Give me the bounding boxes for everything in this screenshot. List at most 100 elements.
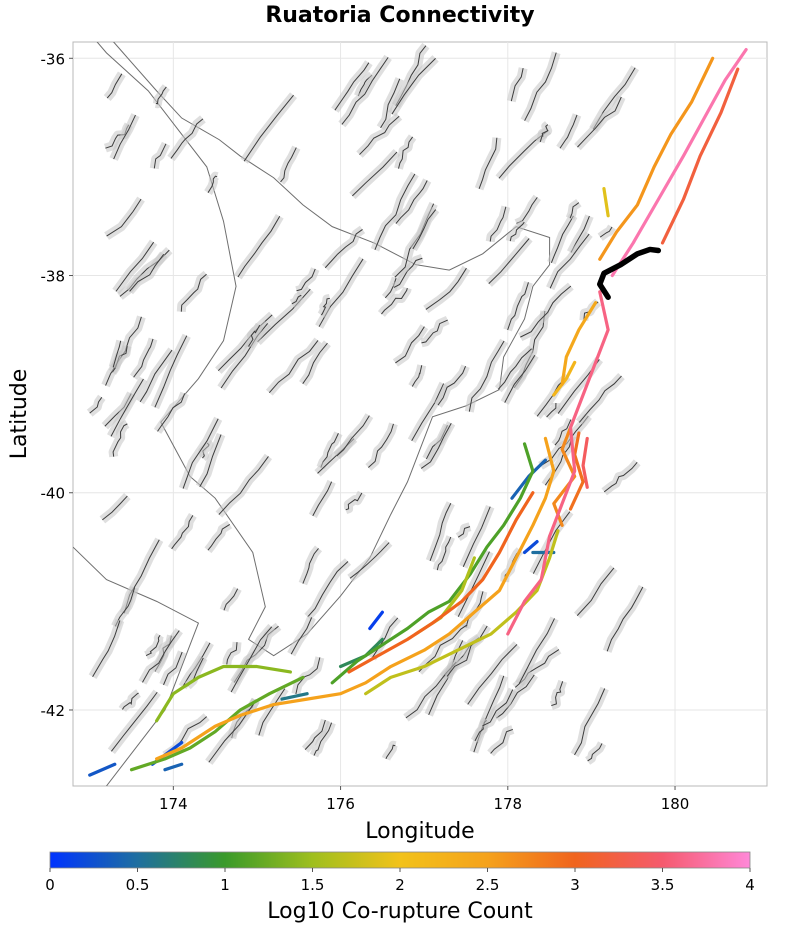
fault-trace bbox=[142, 630, 180, 683]
fault-trace bbox=[207, 524, 231, 551]
source-fault bbox=[597, 246, 662, 300]
fault-trace bbox=[603, 461, 638, 493]
fault-trace bbox=[429, 503, 452, 561]
connected-fault-trace bbox=[552, 360, 577, 397]
fault-trace bbox=[489, 206, 507, 242]
fault-trace bbox=[507, 282, 529, 331]
connected-fault-trace bbox=[581, 436, 589, 489]
fault-trace bbox=[258, 688, 286, 736]
fault-trace bbox=[223, 588, 239, 611]
connected-fault-trace bbox=[568, 431, 585, 511]
connected-fault-trace bbox=[364, 529, 560, 696]
fault-trace bbox=[359, 115, 400, 155]
fault-trace bbox=[518, 618, 555, 684]
fault-trace bbox=[411, 383, 445, 442]
colorbar-tick-label: 4 bbox=[745, 876, 755, 894]
fault-trace bbox=[268, 340, 319, 394]
colorbar-tick-label: 0 bbox=[45, 876, 55, 894]
connected-fault-trace bbox=[522, 540, 539, 555]
fault-trace bbox=[554, 419, 572, 446]
fault-trace bbox=[457, 551, 490, 617]
fault-trace bbox=[478, 137, 498, 190]
fault-trace bbox=[462, 506, 491, 567]
fault-trace bbox=[237, 215, 281, 278]
colorbar-ticks: 0 0.5 1 1.5 2 2.5 3 3.5 4 bbox=[45, 868, 755, 894]
connected-fault-trace bbox=[280, 692, 309, 701]
fault-trace bbox=[411, 365, 423, 387]
fault-trace bbox=[199, 434, 222, 487]
connected-fault-trace bbox=[598, 56, 715, 261]
fault-trace bbox=[380, 78, 401, 129]
fault-trace bbox=[307, 561, 349, 618]
fault-trace bbox=[524, 52, 557, 121]
fault-trace bbox=[551, 681, 564, 707]
connected-fault-trace bbox=[330, 442, 535, 685]
fault-trace bbox=[324, 229, 363, 269]
fault-trace bbox=[587, 743, 603, 762]
fault-trace bbox=[290, 617, 313, 655]
fault-trace bbox=[139, 349, 173, 403]
fault-trace bbox=[92, 620, 121, 677]
colorbar bbox=[49, 851, 751, 869]
y-tick-label: -38 bbox=[41, 268, 66, 286]
fault-trace bbox=[110, 691, 158, 752]
fault-trace bbox=[497, 348, 532, 390]
y-tick-label: -36 bbox=[41, 50, 66, 68]
fault-trace bbox=[226, 642, 238, 665]
fault-trace bbox=[549, 233, 590, 289]
fault-trace bbox=[106, 73, 123, 99]
fault-trace bbox=[550, 215, 574, 263]
fault-trace bbox=[291, 294, 302, 305]
fault-trace bbox=[482, 689, 514, 727]
y-axis-label: Latitude bbox=[7, 369, 32, 460]
y-tick-label: -40 bbox=[41, 485, 66, 503]
fault-trace bbox=[421, 319, 448, 344]
fault-trace bbox=[334, 62, 370, 111]
fault-trace bbox=[115, 241, 155, 292]
fault-trace bbox=[437, 365, 467, 406]
connected-fault-trace bbox=[506, 290, 610, 636]
fault-trace bbox=[374, 173, 416, 250]
fault-trace bbox=[112, 423, 128, 457]
connected-fault-trace bbox=[660, 67, 740, 245]
fault-trace bbox=[606, 586, 644, 652]
fault-trace bbox=[368, 423, 394, 468]
colorbar-tick-label: 1 bbox=[220, 876, 230, 894]
colorbar-tick-label: 2.5 bbox=[476, 876, 500, 894]
colorbar-tick-label: 2 bbox=[395, 876, 405, 894]
fault-trace bbox=[320, 297, 330, 316]
fault-trace bbox=[599, 226, 613, 238]
fault-trace bbox=[129, 253, 165, 292]
fault-trace bbox=[313, 722, 333, 756]
fault-trace bbox=[207, 175, 218, 193]
plot-area bbox=[72, 41, 768, 787]
x-tick-label: 180 bbox=[661, 795, 690, 813]
fault-trace bbox=[248, 324, 261, 347]
fault-trace bbox=[341, 57, 389, 125]
connected-fault-trace bbox=[129, 675, 305, 772]
fault-trace bbox=[280, 147, 297, 183]
fault-trace bbox=[133, 338, 154, 378]
fault-trace bbox=[412, 209, 437, 250]
fault-trace bbox=[381, 287, 408, 315]
fault-trace bbox=[304, 719, 326, 750]
fault-trace bbox=[171, 515, 194, 550]
colorbar-tick-label: 0.5 bbox=[126, 876, 150, 894]
fault-trace bbox=[357, 74, 373, 97]
fault-trace bbox=[539, 124, 549, 143]
fault-trace bbox=[102, 495, 128, 521]
fault-trace bbox=[467, 644, 518, 705]
source-fault-trace bbox=[597, 246, 662, 300]
chart-title: Ruatoria Connectivity bbox=[265, 3, 534, 28]
fault-trace bbox=[510, 68, 524, 102]
fault-trace bbox=[371, 617, 399, 659]
fault-trace bbox=[320, 433, 339, 468]
connected-fault-trace bbox=[368, 610, 384, 631]
fault-trace bbox=[349, 542, 390, 579]
fault-trace bbox=[180, 273, 207, 312]
fault-trace bbox=[395, 326, 425, 364]
fault-trace bbox=[576, 567, 615, 616]
fault-trace bbox=[163, 651, 183, 686]
connected-fault-trace bbox=[155, 436, 556, 761]
fault-trace bbox=[230, 626, 273, 693]
